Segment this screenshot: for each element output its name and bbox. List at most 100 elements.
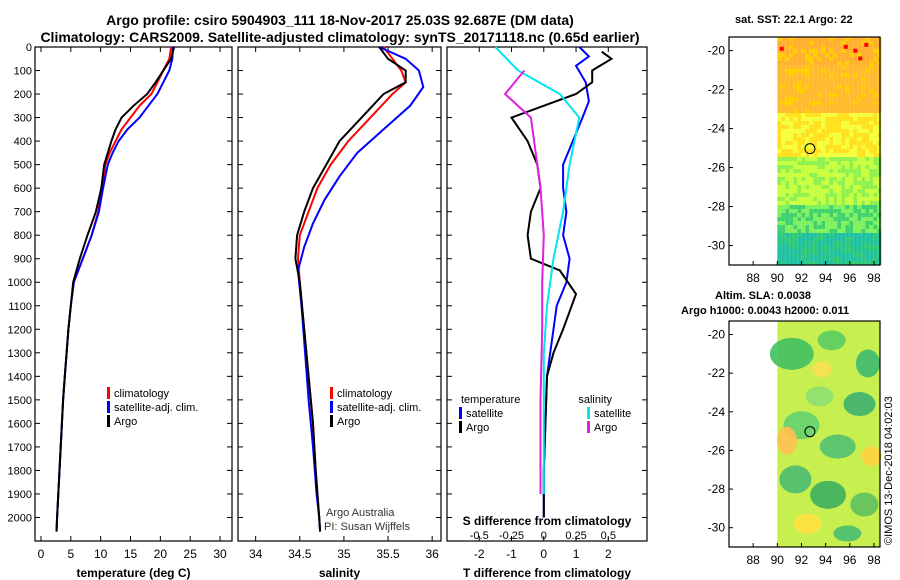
sst-cell [845,105,850,109]
sst-cell [857,177,862,181]
sst-cell [801,125,806,129]
sst-cell [821,169,826,173]
sst-cell [877,45,882,49]
sst-cell [833,233,838,237]
sst-cell [797,241,802,245]
sst-cell [837,253,842,257]
sst-cell [817,213,822,217]
sst-cell [873,173,878,177]
sst-cell [865,37,870,41]
sst-cell [785,157,790,161]
sst-cell [837,57,842,61]
sst-cell [837,225,842,229]
sst-cell [785,93,790,97]
sst-cell [857,197,862,201]
sst-cell [781,77,786,81]
sst-cell [837,229,842,233]
sst-cell [873,233,878,237]
sst-cell [849,109,854,113]
sst-cell [861,129,866,133]
legend-label: Argo [466,422,489,434]
sst-cell [841,261,846,265]
sst-cell [789,125,794,129]
sst-cell [877,133,882,137]
sla-map-xtick-label: 94 [819,553,833,567]
sst-cell [877,69,882,73]
difference-xtick-label: -1 [506,547,517,561]
sst-cell [801,137,806,141]
sst-cell [837,157,842,161]
salinity-xtick-label: 34.5 [288,547,312,561]
sst-cell [809,161,814,165]
sst-cell [821,197,826,201]
sst-cell [789,121,794,125]
sst-cell [857,185,862,189]
sst-cell [805,221,810,225]
sst-cell [805,245,810,249]
sst-cell [861,253,866,257]
sst-cell [825,49,830,53]
sst-cell [821,237,826,241]
sst-cell [873,53,878,57]
legend-swatch [107,415,110,427]
sst-cell [877,53,882,57]
salinity-series-line [296,46,425,532]
sst-cell [849,209,854,213]
sst-cell [789,241,794,245]
sst-cell [809,109,814,113]
sst-cell [821,113,826,117]
sst-cell [825,261,830,265]
sst-cell [869,65,874,69]
sst-cell [861,153,866,157]
sst-cell [849,241,854,245]
sst-cell [853,213,858,217]
sst-cell [821,109,826,113]
depth-tick-label: 900 [14,254,32,266]
sst-cell [809,85,814,89]
sst-cell [833,181,838,185]
sla-anomaly-blob [817,330,846,351]
sst-cell [781,93,786,97]
sst-cell [813,65,818,69]
sst-cell [869,253,874,257]
sst-cell [861,101,866,105]
sst-cell [793,97,798,101]
sst-cell [869,121,874,125]
credit-line-1: Argo Australia [326,507,395,519]
sst-cell [781,125,786,129]
sst-cell [849,153,854,157]
sst-cell [785,261,790,265]
sst-cell [813,93,818,97]
sst-cell [777,197,782,201]
sst-cell [801,229,806,233]
sst-cell [873,105,878,109]
sst-cell [833,57,838,61]
sst-cell [865,193,870,197]
sst-cell [873,189,878,193]
sst-cell [801,101,806,105]
sst-cell [837,233,842,237]
sst-cell [865,165,870,169]
sst-cell [861,205,866,209]
sst-cell [849,141,854,145]
sst-cell [865,237,870,241]
sst-cell [841,225,846,229]
sst-cell [857,241,862,245]
sst-cell [813,105,818,109]
legend-label: Argo [594,422,617,434]
sst-map-xtick-label: 96 [843,271,857,285]
sst-cell [829,117,834,121]
sst-cell [813,61,818,65]
sst-cell [785,117,790,121]
sst-cell [805,121,810,125]
sst-cell [825,37,830,41]
sst-cell [825,241,830,245]
depth-tick-label: 500 [14,160,32,172]
sst-cell [821,37,826,41]
sst-cell [805,181,810,185]
sst-cell [821,225,826,229]
sst-cell [809,101,814,105]
sla-map-xtick-label: 96 [843,553,857,567]
sst-cell [857,101,862,105]
salinity-xlabel: salinity [319,566,361,580]
